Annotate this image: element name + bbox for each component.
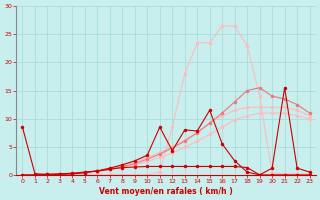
X-axis label: Vent moyen/en rafales ( km/h ): Vent moyen/en rafales ( km/h ) (99, 187, 233, 196)
